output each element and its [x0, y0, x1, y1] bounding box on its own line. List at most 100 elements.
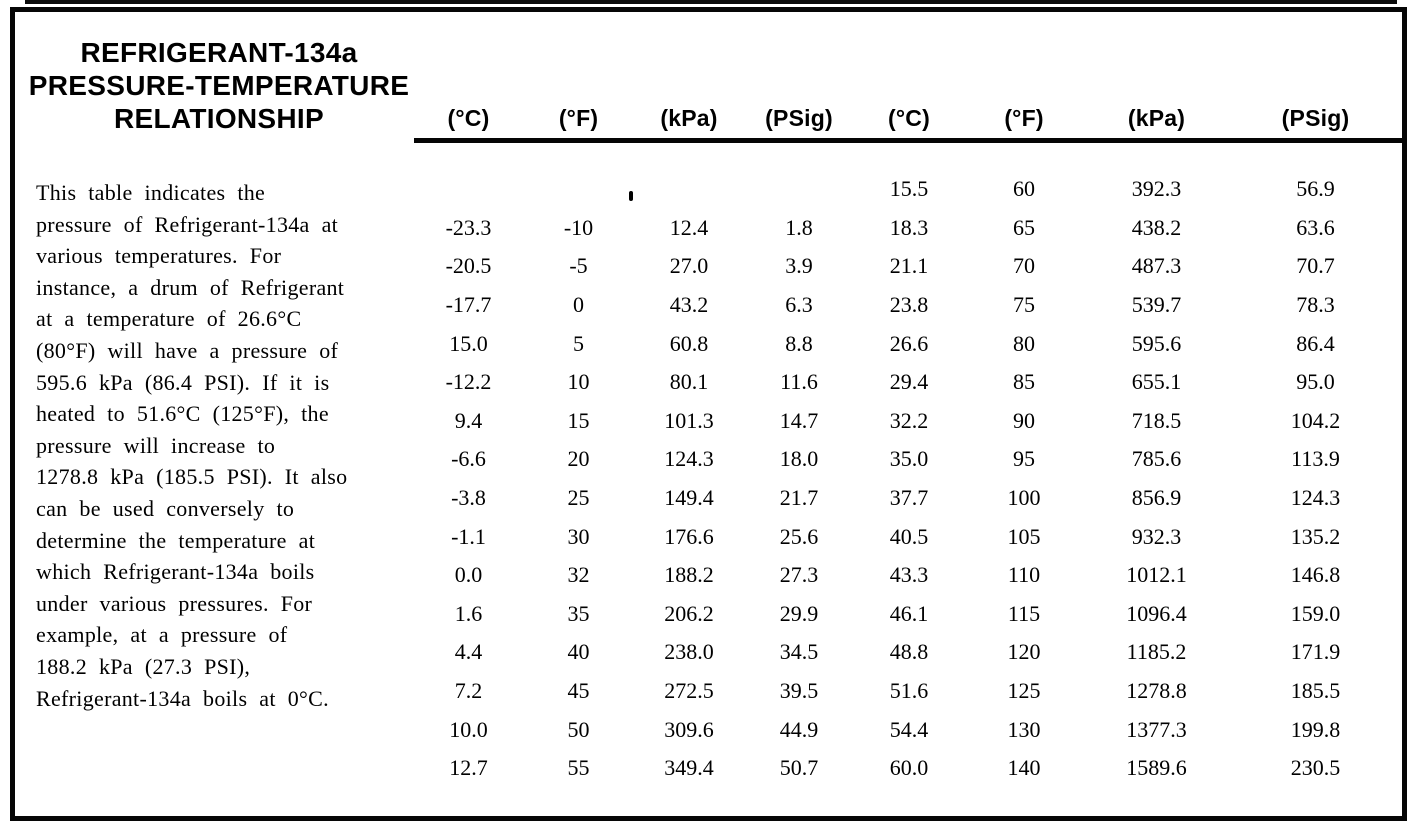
- table-cell: 55: [567, 755, 590, 781]
- table-cell: 130: [1007, 716, 1041, 742]
- table-cell: 37.7: [889, 485, 929, 511]
- table-cell: 56.9: [1296, 176, 1335, 202]
- table-cell: 27.0: [669, 253, 709, 279]
- column-header: (PSig): [744, 104, 854, 143]
- table-cell: 20: [567, 446, 590, 472]
- table-cell: 655.1: [1131, 369, 1182, 395]
- table-cell: 29.9: [779, 600, 819, 626]
- table-cell: 185.5: [1290, 678, 1341, 704]
- title-line-1: REFRIGERANT-134a: [80, 37, 358, 68]
- table-row: 10.0 50 309.6 44.9 54.4 130 1377.3 199.8: [414, 710, 1402, 749]
- column-header: (kPa): [1084, 104, 1229, 143]
- table-cell: 63.6: [1296, 214, 1335, 240]
- table-cell: 230.5: [1290, 755, 1341, 781]
- table-cell: 3.9: [785, 253, 813, 279]
- table-cell: [523, 170, 634, 209]
- page-frame: REFRIGERANT-134a PRESSURE-TEMPERATURE RE…: [10, 7, 1407, 821]
- title-line-2: PRESSURE-TEMPERATURE: [28, 70, 410, 101]
- table-row: -20.5 -5 27.0 3.9 21.1 70 487.3 70.7: [414, 247, 1402, 286]
- table-cell: 349.4: [664, 755, 714, 781]
- table-cell: 45: [567, 678, 590, 704]
- table-cell: 11.6: [780, 369, 818, 395]
- table-cell: 159.0: [1290, 600, 1341, 626]
- table-cell: 7.2: [454, 678, 483, 704]
- table-cell: 5: [573, 330, 584, 356]
- table-cell: 171.9: [1290, 639, 1341, 665]
- table-cell: 48.8: [889, 639, 929, 665]
- table-cell: 70: [1013, 253, 1035, 279]
- table-cell: 101.3: [664, 407, 714, 433]
- table-cell: -23.3: [445, 214, 492, 240]
- table-cell: 856.9: [1131, 485, 1182, 511]
- pressure-temperature-table: (°C) (°F) (kPa) (PSig) (°C) (°F) (kPa) (PSig) 1…: [414, 104, 1402, 788]
- table-cell: 8.8: [785, 330, 813, 356]
- table-cell: -1.1: [451, 523, 486, 549]
- table-cell: 6.3: [785, 292, 813, 318]
- table-cell: 35: [567, 600, 590, 626]
- column-header: (°F): [964, 104, 1084, 143]
- table-cell: 50.7: [779, 755, 819, 781]
- table-cell: 14.7: [779, 407, 819, 433]
- column-header: (°F): [523, 104, 634, 143]
- table-cell: 60.8: [669, 330, 709, 356]
- table-cell: 309.6: [664, 716, 714, 742]
- table-cell: 23.8: [889, 292, 929, 318]
- table-cell: 392.3: [1131, 176, 1182, 202]
- table-cell: 25: [567, 485, 590, 511]
- table-cell: -12.2: [445, 369, 492, 395]
- table-cell: [744, 170, 854, 209]
- table-cell: 140: [1007, 755, 1041, 781]
- table-cell: 12.7: [449, 755, 488, 781]
- table-cell: 12.4: [669, 214, 709, 240]
- table-cell: 1012.1: [1126, 562, 1187, 588]
- table-cell: 1.6: [454, 600, 483, 626]
- table-cell: 90: [1013, 407, 1035, 433]
- table-cell: 9.4: [454, 407, 483, 433]
- table-cell: 595.6: [1131, 330, 1182, 356]
- table-cell: -6.6: [451, 446, 486, 472]
- table-cell: 51.6: [889, 678, 929, 704]
- table-cell: 438.2: [1131, 214, 1182, 240]
- table-cell: 35.0: [889, 446, 929, 472]
- table-cell: 95.0: [1296, 369, 1335, 395]
- table-row: 0.0 32 188.2 27.3 43.3 110 1012.1 146.8: [414, 556, 1402, 595]
- table-cell: 27.3: [779, 562, 819, 588]
- table-row: 15.5 60 392.3 56.9: [414, 170, 1402, 209]
- table-cell: -20.5: [445, 253, 492, 279]
- column-header: (PSig): [1229, 104, 1402, 143]
- table-cell: 1096.4: [1126, 600, 1187, 626]
- table-cell: 100: [1007, 485, 1041, 511]
- table-cell: [414, 170, 523, 209]
- table-cell: -17.7: [445, 292, 492, 318]
- table-cell: 135.2: [1290, 523, 1341, 549]
- table-cell: 32: [567, 562, 590, 588]
- table-cell: 115: [1007, 600, 1041, 626]
- column-header: (°C): [414, 104, 523, 143]
- table-row: 4.4 40 238.0 34.5 48.8 120 1185.2 171.9: [414, 633, 1402, 672]
- table-row: 7.2 45 272.5 39.5 51.6 125 1278.8 185.5: [414, 672, 1402, 711]
- table-cell: 30: [567, 523, 590, 549]
- table-cell: 0.0: [454, 562, 483, 588]
- table-row: 1.6 35 206.2 29.9 46.1 115 1096.4 159.0: [414, 595, 1402, 634]
- table-cell: 1278.8: [1126, 678, 1187, 704]
- table-cell: 40.5: [889, 523, 929, 549]
- table-row: 12.7 55 349.4 50.7 60.0 140 1589.6 230.5: [414, 749, 1402, 788]
- table-row: -1.1 30 176.6 25.6 40.5 105 932.3 135.2: [414, 517, 1402, 556]
- table-cell: 75: [1013, 292, 1035, 318]
- table-cell: 26.6: [889, 330, 929, 356]
- table-cell: 21.1: [889, 253, 929, 279]
- table-cell: 125: [1007, 678, 1041, 704]
- table-cell: 21.7: [779, 485, 819, 511]
- title-line-3: RELATIONSHIP: [114, 103, 324, 134]
- table-row: -3.8 25 149.4 21.7 37.7 100 856.9 124.3: [414, 479, 1402, 518]
- table-cell: 15.5: [889, 176, 929, 202]
- table-cell: 15.0: [449, 330, 488, 356]
- table-cell: 120: [1007, 639, 1041, 665]
- table-cell: 206.2: [664, 600, 714, 626]
- table-cell: 113.9: [1291, 446, 1340, 472]
- table-cell: 110: [1007, 562, 1041, 588]
- table-row: -23.3 -10 12.4 1.8 18.3 65 438.2 63.6: [414, 209, 1402, 248]
- table-cell: 199.8: [1290, 716, 1341, 742]
- table-cell: 46.1: [889, 600, 929, 626]
